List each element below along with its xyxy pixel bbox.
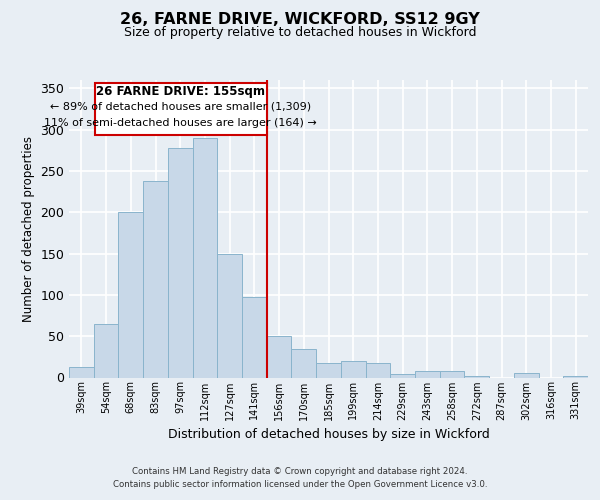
Bar xyxy=(464,376,489,378)
Bar xyxy=(341,361,365,378)
Text: Contains HM Land Registry data © Crown copyright and database right 2024.: Contains HM Land Registry data © Crown c… xyxy=(132,467,468,476)
Bar xyxy=(168,148,193,378)
Text: Size of property relative to detached houses in Wickford: Size of property relative to detached ho… xyxy=(124,26,476,39)
Text: 11% of semi-detached houses are larger (164) →: 11% of semi-detached houses are larger (… xyxy=(44,118,317,128)
Bar xyxy=(390,374,415,378)
Text: Contains public sector information licensed under the Open Government Licence v3: Contains public sector information licen… xyxy=(113,480,487,489)
Bar xyxy=(365,362,390,378)
Bar xyxy=(440,371,464,378)
Bar xyxy=(316,362,341,378)
Y-axis label: Number of detached properties: Number of detached properties xyxy=(22,136,35,322)
Bar xyxy=(118,212,143,378)
Bar xyxy=(242,298,267,378)
Bar xyxy=(143,181,168,378)
Bar xyxy=(69,367,94,378)
Bar xyxy=(267,336,292,378)
Bar xyxy=(95,84,267,134)
Bar xyxy=(563,376,588,378)
Bar xyxy=(292,348,316,378)
Bar xyxy=(94,324,118,378)
Bar xyxy=(514,374,539,378)
Text: 26, FARNE DRIVE, WICKFORD, SS12 9GY: 26, FARNE DRIVE, WICKFORD, SS12 9GY xyxy=(120,12,480,28)
Bar xyxy=(415,371,440,378)
Text: ← 89% of detached houses are smaller (1,309): ← 89% of detached houses are smaller (1,… xyxy=(50,102,311,112)
Text: 26 FARNE DRIVE: 155sqm: 26 FARNE DRIVE: 155sqm xyxy=(97,85,265,98)
Bar xyxy=(193,138,217,378)
X-axis label: Distribution of detached houses by size in Wickford: Distribution of detached houses by size … xyxy=(167,428,490,441)
Bar xyxy=(217,254,242,378)
